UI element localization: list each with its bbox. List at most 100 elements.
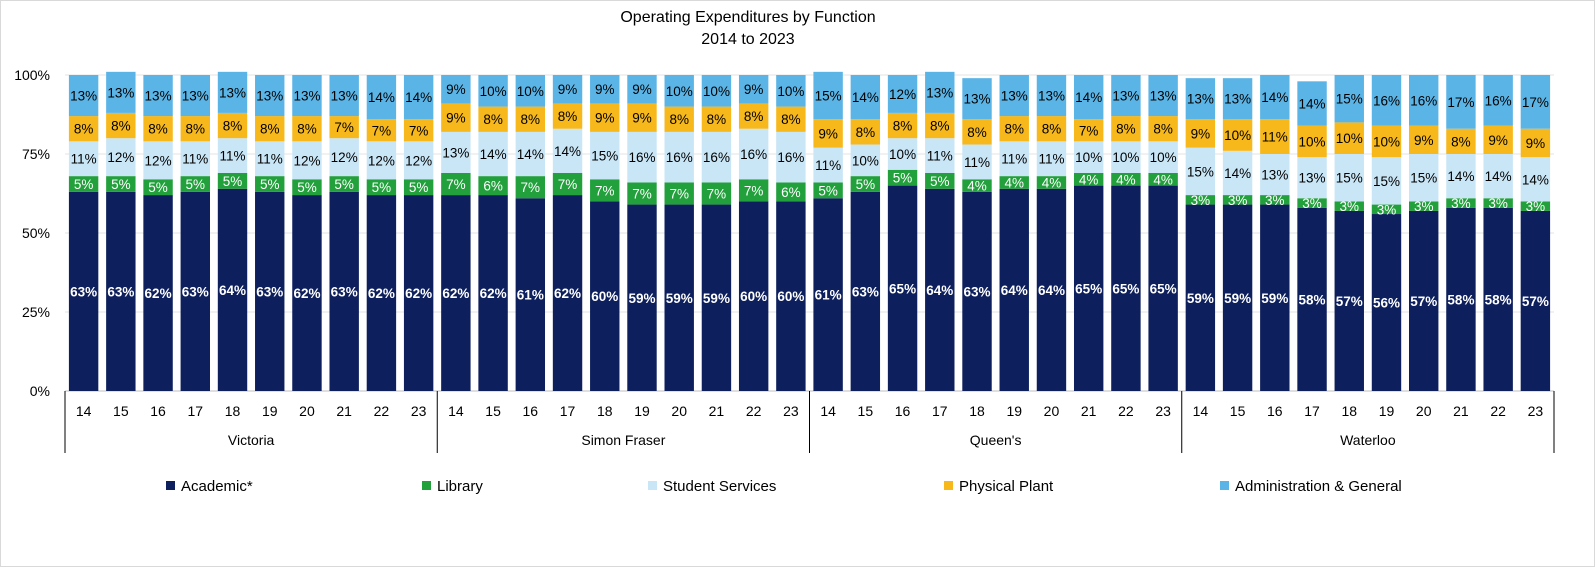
chart-title: Operating Expenditures by Function	[620, 9, 875, 26]
bar-segment	[850, 75, 881, 120]
bar-segment	[962, 179, 992, 192]
bar-segment	[180, 116, 210, 142]
bar-segment	[403, 179, 434, 196]
data-label: 9%	[595, 82, 615, 97]
bar-segment	[292, 179, 322, 196]
bars: 63% 5% 11% 8% 13% 63% 5% 12% 8% 13% 62% 5% 12% 8% 13% 6…	[68, 71, 1551, 391]
x-tick-label: 14	[820, 403, 836, 419]
data-label: 6%	[781, 185, 801, 200]
data-label: 13%	[1261, 168, 1288, 183]
bar-segment	[664, 106, 694, 132]
bar-segment	[1297, 81, 1327, 126]
bar-segment	[1111, 185, 1141, 391]
data-label: 59%	[628, 291, 655, 306]
bar-segment	[106, 112, 136, 139]
data-label: 11%	[1001, 152, 1027, 167]
data-label: 13%	[1299, 171, 1326, 186]
bar-segment	[1409, 210, 1439, 391]
chart-subtitle: 2014 to 2023	[701, 31, 795, 48]
bar-segment	[1148, 141, 1178, 173]
bar-segment	[999, 116, 1029, 142]
bar-segment	[255, 116, 285, 142]
bar-segment	[478, 195, 508, 391]
data-label: 4%	[1116, 172, 1136, 187]
data-label: 5%	[260, 177, 280, 192]
bar-segment	[1520, 210, 1551, 391]
x-tick-label: 18	[1341, 403, 1357, 419]
data-label: 13%	[1038, 89, 1065, 104]
bar-segment	[590, 201, 620, 391]
data-label: 8%	[297, 122, 317, 137]
bar-segment	[590, 103, 620, 132]
data-label: 12%	[889, 87, 916, 102]
bar-segment	[1334, 210, 1364, 391]
legend-swatch	[422, 481, 431, 490]
bar-segment	[701, 75, 732, 107]
data-label: 9%	[1191, 126, 1211, 141]
x-tick-label: 23	[1155, 403, 1171, 419]
bar-segment	[813, 182, 843, 199]
bar-segment	[1111, 172, 1141, 186]
bar-segment	[552, 75, 583, 104]
bar-segment	[552, 103, 583, 129]
bar-segment	[1148, 75, 1178, 117]
data-label: 9%	[558, 82, 578, 97]
data-label: 63%	[182, 284, 209, 299]
bar-segment	[441, 172, 471, 196]
bar-segment	[1111, 116, 1141, 142]
data-label: 64%	[1038, 283, 1065, 298]
data-label: 62%	[293, 286, 320, 301]
bar-segment	[1260, 204, 1290, 391]
data-label: 58%	[1299, 292, 1326, 307]
data-label: 59%	[1224, 291, 1251, 306]
bar-segment	[329, 176, 359, 192]
x-tick-label: 16	[895, 403, 911, 419]
bar-segment	[887, 75, 918, 113]
data-label: 16%	[740, 147, 767, 162]
data-label: 15%	[1336, 171, 1363, 186]
x-tick-label: 17	[932, 403, 948, 419]
bar-segment	[1409, 154, 1439, 202]
bar-segment	[143, 179, 173, 196]
data-label: 10%	[703, 84, 730, 99]
data-label: 5%	[223, 174, 243, 189]
data-label: 63%	[256, 284, 283, 299]
bar-segment	[1148, 172, 1178, 186]
bar-segment	[1260, 195, 1290, 205]
bar-segment	[515, 131, 546, 177]
data-label: 13%	[70, 89, 97, 104]
data-label: 7%	[1079, 123, 1099, 138]
bar-segment	[1260, 119, 1290, 154]
bar-segment	[1446, 207, 1476, 391]
bar-segment	[999, 176, 1029, 189]
data-label: 5%	[930, 174, 950, 189]
bar-segment	[180, 191, 210, 391]
bar-segment	[701, 182, 732, 205]
bar-segment	[1483, 125, 1513, 154]
x-tick-label: 20	[671, 403, 687, 419]
bar-segment	[1185, 119, 1216, 148]
x-tick-label: 21	[1081, 403, 1097, 419]
legend-label: Academic*	[181, 478, 253, 495]
bar-segment	[441, 75, 471, 104]
data-label: 4%	[1153, 172, 1173, 187]
legend-swatch	[648, 481, 657, 490]
group-label: Waterloo	[1340, 432, 1396, 448]
data-label: 10%	[480, 84, 507, 99]
x-tick-label: 23	[1528, 403, 1544, 419]
bar-segment	[403, 119, 434, 142]
data-label: 4%	[1042, 175, 1062, 190]
data-label: 7%	[558, 177, 578, 192]
bar-segment	[1148, 185, 1178, 391]
data-label: 11%	[964, 155, 990, 170]
data-label: 8%	[260, 122, 280, 137]
data-label: 5%	[111, 177, 131, 192]
bar-segment	[1073, 172, 1104, 186]
data-label: 16%	[666, 150, 693, 165]
data-label: 16%	[703, 150, 730, 165]
bar-segment	[1297, 198, 1327, 208]
bar-segment	[738, 75, 769, 104]
data-label: 10%	[889, 147, 916, 162]
x-tick-label: 15	[1230, 403, 1246, 419]
data-label: 64%	[219, 283, 246, 298]
